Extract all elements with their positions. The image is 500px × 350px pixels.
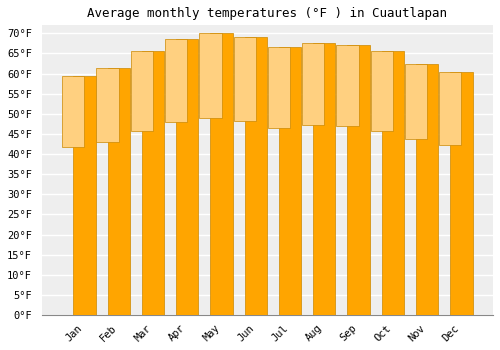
Bar: [108, 68, 130, 315]
Bar: [336, 46, 358, 126]
Bar: [439, 71, 462, 145]
Bar: [200, 33, 222, 118]
Bar: [142, 51, 164, 315]
Bar: [279, 47, 301, 315]
Title: Average monthly temperatures (°F ) in Cuautlapan: Average monthly temperatures (°F ) in Cu…: [88, 7, 448, 20]
Bar: [62, 76, 84, 147]
Bar: [176, 39, 199, 315]
Bar: [313, 43, 336, 315]
Bar: [382, 51, 404, 315]
Bar: [244, 37, 267, 315]
Bar: [450, 71, 472, 315]
Bar: [268, 47, 290, 128]
Bar: [210, 33, 233, 315]
Bar: [96, 68, 118, 142]
Bar: [416, 63, 438, 315]
Bar: [130, 51, 153, 131]
Bar: [165, 39, 188, 122]
Bar: [370, 51, 393, 131]
Bar: [348, 46, 370, 315]
Bar: [302, 43, 324, 125]
Bar: [74, 76, 96, 315]
Bar: [234, 37, 256, 121]
Bar: [405, 63, 427, 139]
